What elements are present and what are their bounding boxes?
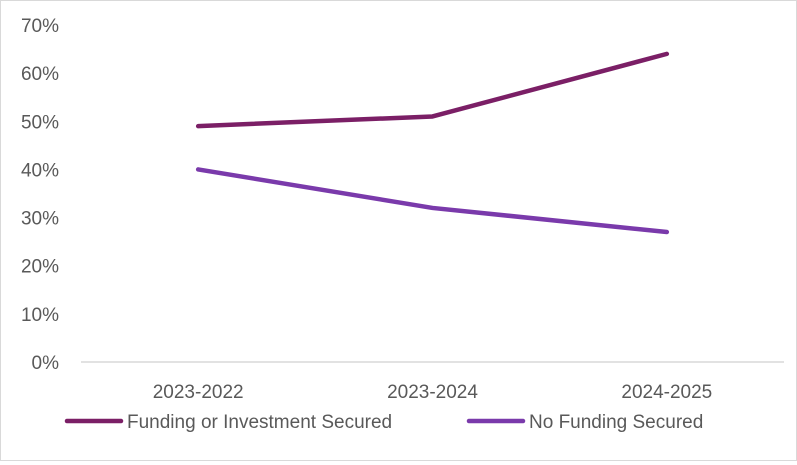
y-tick-label: 60% — [21, 64, 59, 85]
series-line-2 — [195, 167, 670, 235]
y-tick-label: 10% — [21, 305, 59, 326]
y-tick-label: 70% — [21, 16, 59, 37]
legend-label-2: No Funding Secured — [529, 412, 703, 433]
y-tick-label: 20% — [21, 257, 59, 278]
x-axis-ticks: 2023-2022 2023-2024 2024-2025 — [153, 382, 713, 403]
legend: Funding or Investment Secured No Funding … — [64, 412, 703, 433]
y-tick-label: 30% — [21, 209, 59, 230]
y-tick-label: 0% — [32, 353, 60, 374]
y-tick-label: 50% — [21, 112, 59, 133]
x-tick-label: 2023-2022 — [153, 382, 244, 403]
x-tick-label: 2024-2025 — [621, 382, 712, 403]
x-tick-label: 2023-2024 — [387, 382, 478, 403]
y-tick-label: 40% — [21, 160, 59, 181]
y-axis-ticks: 0% 10% 20% 30% 40% 50% 60% 70% — [21, 16, 59, 374]
series-lines — [195, 51, 670, 235]
legend-label-1: Funding or Investment Secured — [127, 412, 392, 433]
series-line-1 — [195, 51, 670, 129]
